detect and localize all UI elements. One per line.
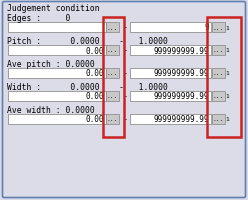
Text: ...: ... — [107, 71, 118, 76]
Bar — [106, 92, 119, 101]
Text: -: - — [123, 69, 127, 78]
Bar — [8, 46, 106, 56]
Text: 1: 1 — [225, 71, 229, 76]
Text: 0.00: 0.00 — [86, 46, 104, 55]
Bar — [106, 114, 119, 124]
Bar — [212, 23, 225, 33]
Bar — [8, 23, 106, 33]
Text: ...: ... — [213, 71, 224, 76]
Text: 0.00: 0.00 — [86, 69, 104, 78]
Bar — [212, 69, 225, 79]
Text: 1: 1 — [225, 117, 229, 122]
Text: 0.00: 0.00 — [86, 92, 104, 101]
Text: ...: ... — [213, 48, 224, 53]
Bar — [106, 23, 119, 33]
Bar — [212, 46, 225, 56]
Text: ...: ... — [107, 25, 118, 30]
Text: ...: ... — [107, 117, 118, 122]
Text: -: - — [123, 23, 127, 32]
Text: 1: 1 — [225, 25, 229, 30]
Text: ...: ... — [107, 48, 118, 53]
Text: 999999999.99: 999999999.99 — [154, 92, 209, 101]
Text: Width :      0.0000    -   1.0000: Width : 0.0000 - 1.0000 — [7, 83, 168, 92]
Text: 1: 1 — [225, 94, 229, 99]
Text: Pitch :      0.0000    -   1.0000: Pitch : 0.0000 - 1.0000 — [7, 37, 168, 46]
Text: ...: ... — [213, 117, 224, 122]
Text: -: - — [123, 92, 127, 101]
Bar — [130, 69, 211, 79]
Bar — [130, 23, 211, 33]
Text: 999999999.99: 999999999.99 — [154, 115, 209, 124]
Text: 999999999.99: 999999999.99 — [154, 46, 209, 55]
Bar — [130, 46, 211, 56]
FancyBboxPatch shape — [2, 2, 246, 198]
Text: 999999999.99: 999999999.99 — [154, 69, 209, 78]
Bar — [130, 92, 211, 101]
Bar — [212, 114, 225, 124]
Text: 9: 9 — [204, 23, 209, 32]
Bar — [8, 114, 106, 124]
Text: Edges :     0: Edges : 0 — [7, 14, 70, 23]
Bar — [106, 69, 119, 79]
Bar — [212, 92, 225, 101]
Bar — [130, 114, 211, 124]
Text: ...: ... — [107, 94, 118, 99]
Bar — [8, 92, 106, 101]
Text: -: - — [123, 46, 127, 55]
Text: ...: ... — [213, 25, 224, 30]
Text: Ave pitch : 0.0000: Ave pitch : 0.0000 — [7, 60, 95, 69]
Text: 0.00: 0.00 — [86, 115, 104, 124]
Text: Ave width : 0.0000: Ave width : 0.0000 — [7, 105, 95, 114]
Bar — [8, 69, 106, 79]
Text: ...: ... — [213, 94, 224, 99]
Text: 1: 1 — [225, 48, 229, 53]
Text: Judgement condition: Judgement condition — [7, 4, 100, 13]
Text: -: - — [123, 115, 127, 124]
Bar — [106, 46, 119, 56]
